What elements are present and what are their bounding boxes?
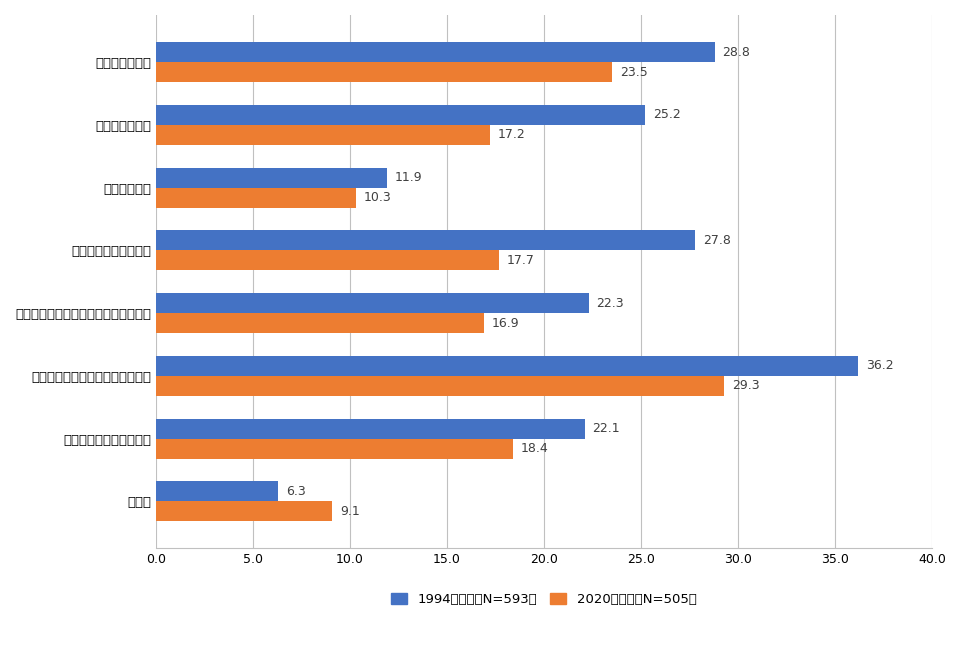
Text: 25.2: 25.2 — [653, 108, 680, 121]
Text: 23.5: 23.5 — [620, 66, 648, 79]
Text: 9.1: 9.1 — [340, 505, 360, 518]
Bar — [156, 251, 500, 271]
Text: 6.3: 6.3 — [285, 485, 306, 498]
Bar — [156, 501, 333, 522]
Bar — [156, 105, 645, 125]
Text: 29.3: 29.3 — [732, 379, 760, 392]
Bar — [156, 42, 715, 62]
Bar — [156, 293, 588, 313]
Bar — [156, 188, 356, 208]
Bar — [156, 418, 584, 439]
Bar — [156, 313, 483, 333]
Bar — [156, 376, 725, 396]
Text: 22.3: 22.3 — [597, 296, 624, 310]
Text: 16.9: 16.9 — [492, 317, 519, 330]
Text: 11.9: 11.9 — [395, 171, 422, 184]
Bar — [156, 62, 612, 82]
Bar — [156, 481, 278, 501]
Text: 10.3: 10.3 — [363, 191, 391, 204]
Legend: 1994年調査（N=593）, 2020年調査（N=505）: 1994年調査（N=593）, 2020年調査（N=505） — [386, 587, 702, 611]
Bar — [156, 439, 513, 459]
Bar — [156, 125, 489, 145]
Text: 22.1: 22.1 — [593, 422, 620, 435]
Bar — [156, 356, 858, 376]
Text: 17.2: 17.2 — [498, 129, 525, 141]
Text: 36.2: 36.2 — [866, 359, 894, 373]
Bar — [156, 168, 386, 188]
Bar — [156, 230, 696, 251]
Text: 18.4: 18.4 — [521, 442, 549, 455]
Text: 17.7: 17.7 — [507, 254, 535, 267]
Text: 27.8: 27.8 — [703, 234, 731, 247]
Text: 28.8: 28.8 — [723, 46, 751, 58]
